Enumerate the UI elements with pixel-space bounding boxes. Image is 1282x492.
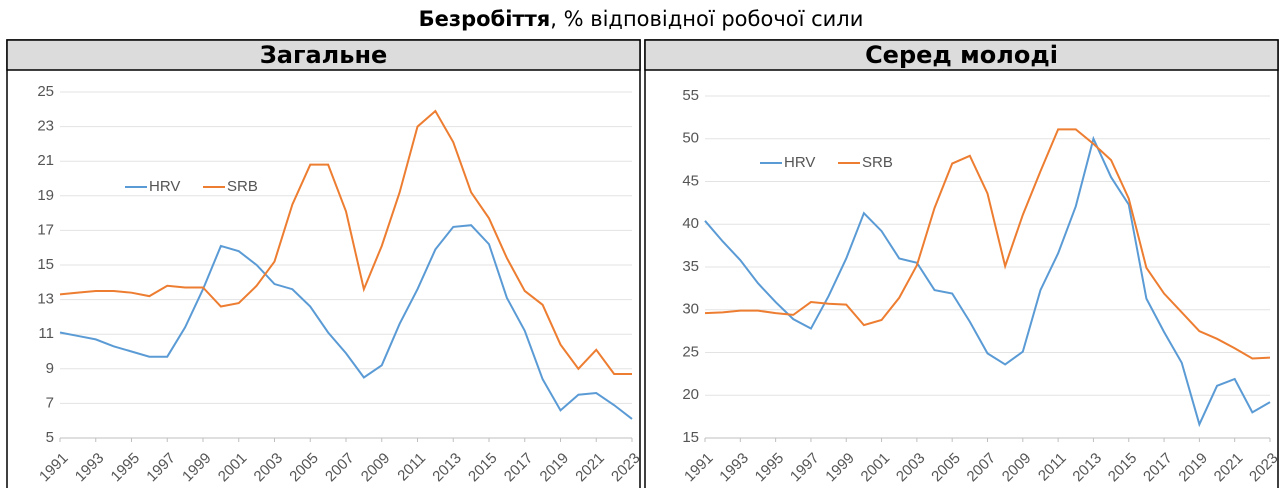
x-tick-label: 1991 (681, 450, 717, 486)
y-tick-label: 40 (682, 215, 699, 232)
x-tick-label: 2009 (358, 450, 394, 486)
x-tick-label: 2001 (215, 450, 251, 486)
page-title: Безробіття, % відповідної робочої сили (419, 7, 864, 31)
y-tick-label: 21 (37, 152, 54, 169)
y-tick-label: 23 (37, 118, 54, 135)
x-tick-label: 2015 (465, 450, 501, 486)
x-tick-label: 2013 (1069, 450, 1105, 486)
y-tick-label: 9 (46, 360, 54, 377)
x-tick-label: 2017 (1140, 450, 1176, 486)
legend-label: HRV (784, 154, 815, 171)
x-tick-label: 1997 (787, 450, 823, 486)
x-tick-label: 2019 (1175, 450, 1211, 486)
y-tick-label: 55 (682, 87, 699, 104)
panel-title: Загальне (260, 41, 388, 69)
x-tick-label: 2011 (394, 450, 429, 485)
y-tick-label: 25 (37, 83, 54, 100)
legend-label: SRB (227, 178, 258, 195)
legend-label: SRB (862, 154, 893, 171)
data-line (704, 135, 1271, 428)
x-tick-label: 1999 (179, 450, 215, 486)
x-tick-label: 2015 (1105, 450, 1141, 486)
panel-frame (644, 39, 1279, 492)
x-tick-label: 2003 (893, 450, 929, 486)
x-tick-label: 1995 (108, 450, 144, 486)
y-tick-label: 30 (682, 301, 699, 318)
x-tick-label: 2011 (1035, 450, 1070, 485)
x-tick-label: 2009 (999, 450, 1035, 486)
x-tick-label: 2021 (1211, 450, 1247, 486)
data-line (59, 224, 633, 420)
data-line (59, 109, 632, 375)
y-tick-label: 19 (37, 187, 54, 204)
title-bold: Безробіття (419, 7, 551, 31)
x-tick-label: 2007 (964, 450, 1000, 486)
y-tick-label: 35 (682, 258, 699, 275)
panel-header (6, 39, 641, 71)
x-tick-label: 2017 (501, 450, 537, 486)
x-tick-label: 2005 (928, 450, 964, 486)
x-tick-label: 1993 (72, 450, 108, 486)
y-tick-label: 5 (46, 429, 54, 446)
y-tick-label: 17 (37, 221, 54, 238)
y-tick-label: 15 (682, 429, 699, 446)
x-tick-label: 2001 (858, 450, 894, 486)
y-tick-label: 25 (682, 343, 699, 360)
panel-frame (6, 39, 641, 492)
y-tick-label: 50 (682, 130, 699, 147)
x-tick-label: 1991 (36, 450, 72, 486)
x-tick-label: 2003 (251, 450, 287, 486)
x-tick-label: 2023 (1246, 450, 1282, 486)
legend-label: HRV (149, 178, 180, 195)
panel-header (644, 39, 1279, 71)
x-tick-label: 1997 (143, 450, 179, 486)
y-tick-label: 45 (682, 172, 699, 189)
y-tick-label: 13 (37, 291, 54, 308)
x-tick-label: 1995 (752, 450, 788, 486)
x-tick-label: 2007 (322, 450, 358, 486)
x-tick-label: 1993 (716, 450, 752, 486)
y-tick-label: 20 (682, 386, 699, 403)
y-tick-label: 7 (46, 394, 54, 411)
x-tick-label: 2013 (429, 450, 465, 486)
y-tick-label: 15 (37, 256, 54, 273)
x-tick-label: 2021 (572, 450, 608, 486)
y-tick-label: 11 (38, 325, 54, 342)
x-tick-label: 1999 (822, 450, 858, 486)
data-line (704, 128, 1271, 360)
title-rest: , % відповідної робочої сили (550, 7, 863, 31)
x-tick-label: 2005 (286, 450, 322, 486)
panel-title: Серед молоді (865, 41, 1058, 69)
x-tick-label: 2019 (537, 450, 573, 486)
x-tick-label: 2023 (608, 450, 644, 486)
